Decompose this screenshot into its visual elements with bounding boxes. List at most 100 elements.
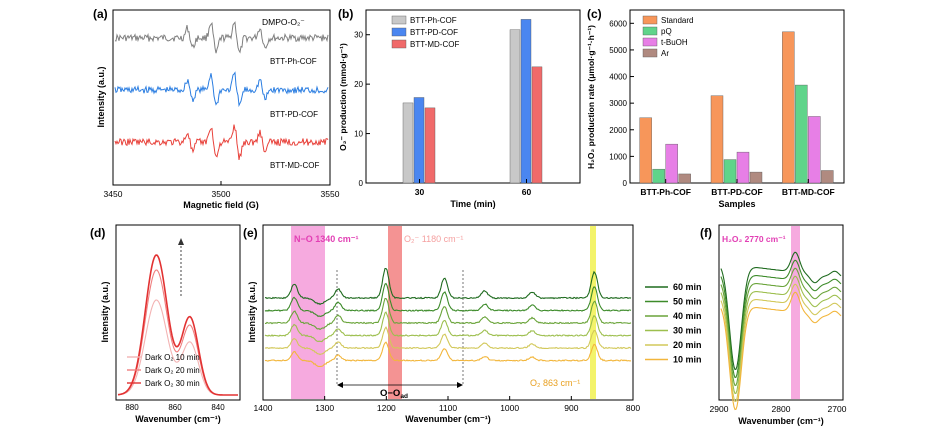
panel-b-label: (b) bbox=[338, 7, 353, 21]
xtick-label: BTT-PD-COF bbox=[711, 187, 762, 197]
trace-f bbox=[720, 251, 842, 371]
panel-f-label: (f) bbox=[700, 226, 712, 240]
bar-pq bbox=[795, 84, 808, 184]
panel-f-xtick: 2800 bbox=[772, 404, 791, 414]
panel-a-xlabel: Magnetic field (G) bbox=[183, 200, 259, 210]
xtick-label: 1100 bbox=[439, 403, 458, 413]
panel-b-yaxis: 0 10 20 30 bbox=[354, 31, 370, 188]
panel-f-xtick: 2900 bbox=[710, 404, 729, 414]
xtick-label: 1400 bbox=[254, 403, 273, 413]
bar-ar bbox=[821, 170, 834, 184]
panel-f-xtick: 2700 bbox=[828, 404, 847, 414]
trace-f bbox=[720, 283, 842, 403]
trace-f bbox=[720, 275, 842, 395]
panel-a-series-label-pd: BTT-PD-COF bbox=[270, 110, 318, 119]
panel-e-oo-label: O−Oad bbox=[380, 388, 408, 400]
panel-d-ylabel: Intensity (a.u.) bbox=[100, 281, 110, 342]
panel-b-bars bbox=[402, 19, 543, 184]
bar-t-buoh bbox=[665, 143, 678, 184]
xtick-label: 1300 bbox=[315, 403, 334, 413]
legend-label: 60 min bbox=[673, 282, 702, 292]
panel-b-xaxis: 30 60 bbox=[415, 179, 532, 197]
legend-label: 30 min bbox=[673, 326, 702, 336]
ytick-label: 4000 bbox=[609, 73, 627, 82]
panel-b-xlabel: Time (min) bbox=[450, 199, 495, 209]
panel-e-band-no bbox=[291, 226, 325, 399]
legend-swatch bbox=[391, 27, 407, 37]
panel-e-oo-arrow-left bbox=[337, 382, 343, 388]
panel-c-label: (c) bbox=[587, 7, 602, 21]
panel-d-legend: Dark O₂ 10 min Dark O₂ 20 min Dark O₂ 30 m… bbox=[127, 353, 200, 388]
xtick-label: BTT-MD-COF bbox=[782, 187, 835, 197]
panel-f-traces bbox=[720, 251, 842, 411]
panel-a-xtick: 3450 bbox=[104, 189, 123, 199]
legend-swatch bbox=[642, 15, 658, 25]
xtick-label: BTT-Ph-COF bbox=[640, 187, 691, 197]
panel-c-xaxis: BTT-Ph-COF BTT-PD-COF BTT-MD-COF bbox=[640, 179, 835, 197]
trace-50-min bbox=[264, 282, 632, 318]
panel-b-legend: BTT-Ph-COF BTT-PD-COF BTT-MD-COF bbox=[391, 15, 459, 49]
trace-btt-md-cof bbox=[114, 124, 329, 160]
legend-label: pQ bbox=[661, 27, 672, 36]
trace-f bbox=[720, 291, 842, 411]
bar-standard bbox=[639, 117, 652, 184]
panel-b-ylabel: O₂⁻ production (mmol·g⁻¹) bbox=[338, 43, 348, 151]
xtick-label: 900 bbox=[564, 403, 578, 413]
legend-label: Dark O₂ 30 min bbox=[145, 379, 200, 388]
legend-swatch bbox=[391, 39, 407, 49]
panel-a: (a) DMPO-O₂⁻ BTT-Ph-COF BTT-PD-COF BTT-M… bbox=[93, 7, 340, 210]
ytick-label: 20 bbox=[354, 80, 363, 89]
trace-btt-pd-cof bbox=[114, 71, 329, 108]
panel-a-annotation: DMPO-O₂⁻ bbox=[262, 17, 305, 27]
xtick-label: 1200 bbox=[377, 403, 396, 413]
ytick-label: 6000 bbox=[609, 19, 627, 28]
panel-d-xtick: 860 bbox=[168, 403, 182, 412]
panel-e-traces bbox=[264, 267, 632, 368]
legend-swatch bbox=[391, 15, 407, 25]
panel-d-traces bbox=[117, 254, 238, 396]
panel-d-xlabel: Wavenumber (cm⁻¹) bbox=[135, 414, 220, 424]
panel-a-ylabel: Intensity (a.u.) bbox=[96, 66, 106, 127]
panel-d-frame bbox=[115, 224, 241, 401]
panel-c: (c) 0 1000 2000 3000 4000 5000 6000 BTT-Ph-COF… bbox=[586, 7, 845, 209]
legend-label: BTT-PD-COF bbox=[410, 28, 458, 37]
xtick-label: 60 bbox=[522, 187, 532, 197]
bar-btt-pd-cof bbox=[520, 19, 532, 184]
panel-e-band-o2 bbox=[388, 226, 402, 399]
bar-btt-ph-cof bbox=[509, 29, 521, 184]
panel-e-label: (e) bbox=[243, 226, 258, 240]
bar-btt-ph-cof bbox=[402, 102, 414, 184]
ytick-label: 10 bbox=[354, 130, 363, 139]
legend-label: t-BuOH bbox=[661, 38, 688, 47]
trace-30-min bbox=[264, 311, 632, 343]
ytick-label: 1000 bbox=[609, 152, 627, 161]
ytick-label: 3000 bbox=[609, 99, 627, 108]
legend-label: Standard bbox=[661, 16, 693, 25]
bar-ar bbox=[678, 173, 691, 184]
trace-40-min bbox=[265, 297, 632, 331]
legend-label: 10 min bbox=[673, 355, 702, 365]
trace-60-min bbox=[264, 267, 632, 306]
bar-pq bbox=[652, 168, 665, 184]
trace-btt-ph-cof bbox=[114, 21, 329, 54]
legend-label: Dark O₂ 10 min bbox=[145, 353, 200, 362]
panel-e-xlabel: Wavenumber (cm⁻¹) bbox=[405, 414, 490, 424]
legend-label: 20 min bbox=[673, 340, 702, 350]
panel-d-label: (d) bbox=[90, 226, 105, 240]
bar-standard bbox=[710, 95, 724, 184]
panel-e-oo-arrow-right bbox=[457, 382, 463, 388]
panel-c-bars bbox=[639, 31, 834, 184]
panel-f-annotation: H₂O₂ 2770 cm⁻¹ bbox=[722, 234, 786, 244]
legend-label: BTT-MD-COF bbox=[410, 40, 459, 49]
panel-e-ann-863: O₂ 863 cm⁻¹ bbox=[530, 378, 580, 388]
panel-c-legend: Standard pQ t-BuOH Ar bbox=[642, 15, 693, 58]
panel-d-arrow-head bbox=[178, 238, 184, 245]
panel-a-xtick: 3500 bbox=[212, 189, 231, 199]
panel-e-legend: 60 min 50 min 40 min 30 min 20 min 10 min bbox=[645, 282, 702, 365]
bar-btt-md-cof bbox=[424, 107, 436, 184]
panel-a-traces bbox=[114, 21, 329, 160]
bar-ar bbox=[749, 171, 763, 184]
